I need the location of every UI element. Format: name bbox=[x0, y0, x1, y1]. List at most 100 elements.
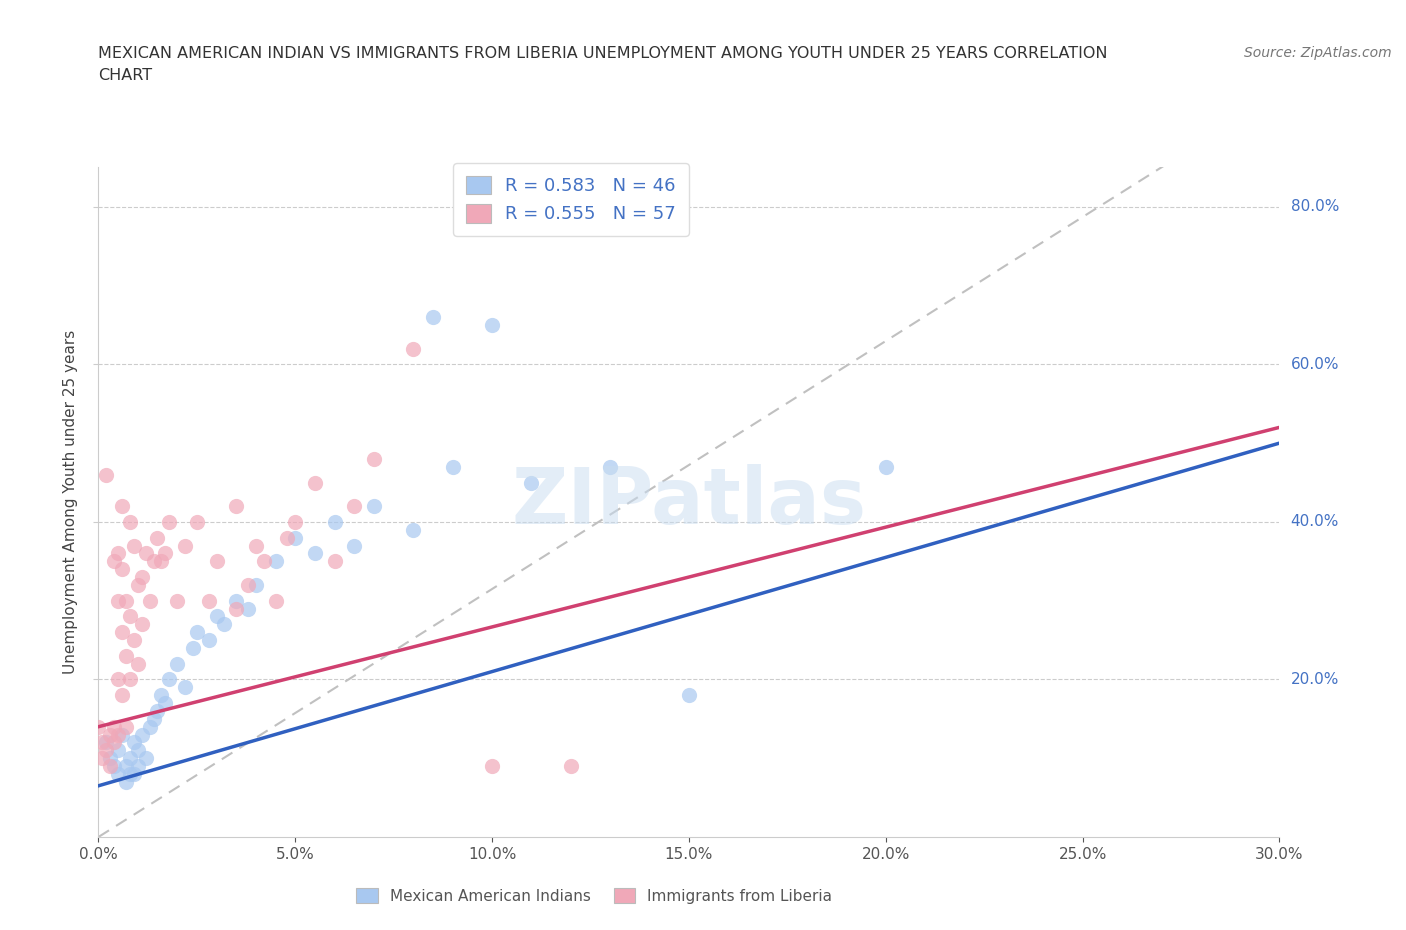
Point bbox=[122, 766, 145, 781]
Point bbox=[118, 609, 141, 624]
Point bbox=[98, 751, 121, 765]
Point bbox=[111, 562, 134, 577]
Point bbox=[245, 538, 267, 553]
Point bbox=[186, 625, 208, 640]
Point bbox=[520, 475, 543, 490]
Point bbox=[98, 727, 121, 742]
Point bbox=[304, 546, 326, 561]
Point bbox=[197, 593, 219, 608]
Text: Source: ZipAtlas.com: Source: ZipAtlas.com bbox=[1244, 46, 1392, 60]
Point bbox=[115, 719, 138, 734]
Point bbox=[441, 459, 464, 474]
Point bbox=[481, 759, 503, 774]
Point bbox=[150, 554, 173, 569]
Point bbox=[225, 601, 247, 616]
Point bbox=[363, 498, 385, 513]
Point bbox=[236, 601, 259, 616]
Point bbox=[87, 719, 110, 734]
Point bbox=[115, 775, 138, 790]
Point bbox=[135, 546, 157, 561]
Point bbox=[96, 735, 118, 750]
Point bbox=[174, 680, 197, 695]
Point bbox=[107, 743, 129, 758]
Point bbox=[107, 672, 129, 687]
Point bbox=[135, 751, 157, 765]
Point bbox=[157, 514, 180, 529]
Point bbox=[599, 459, 621, 474]
Point bbox=[197, 632, 219, 647]
Point bbox=[245, 578, 267, 592]
Point bbox=[214, 617, 236, 631]
Point bbox=[146, 530, 169, 545]
Point bbox=[402, 341, 425, 356]
Point bbox=[225, 498, 247, 513]
Point bbox=[118, 672, 141, 687]
Text: 60.0%: 60.0% bbox=[1291, 357, 1339, 372]
Point bbox=[115, 593, 138, 608]
Point bbox=[166, 593, 188, 608]
Point bbox=[166, 657, 188, 671]
Point bbox=[142, 554, 165, 569]
Point bbox=[127, 578, 149, 592]
Point bbox=[264, 554, 287, 569]
Point bbox=[127, 759, 149, 774]
Text: MEXICAN AMERICAN INDIAN VS IMMIGRANTS FROM LIBERIA UNEMPLOYMENT AMONG YOUTH UNDE: MEXICAN AMERICAN INDIAN VS IMMIGRANTS FR… bbox=[98, 46, 1108, 83]
Point bbox=[107, 766, 129, 781]
Point bbox=[186, 514, 208, 529]
Point bbox=[343, 498, 366, 513]
Point bbox=[678, 688, 700, 703]
Point bbox=[205, 609, 228, 624]
Text: 40.0%: 40.0% bbox=[1291, 514, 1339, 529]
Point bbox=[96, 743, 118, 758]
Point bbox=[131, 727, 153, 742]
Point bbox=[264, 593, 287, 608]
Point bbox=[363, 451, 385, 466]
Point bbox=[122, 735, 145, 750]
Point bbox=[107, 593, 129, 608]
Point bbox=[103, 735, 125, 750]
Point bbox=[155, 546, 177, 561]
Point bbox=[98, 759, 121, 774]
Point bbox=[402, 523, 425, 538]
Point bbox=[118, 751, 141, 765]
Point bbox=[111, 498, 134, 513]
Point bbox=[146, 703, 169, 718]
Point bbox=[304, 475, 326, 490]
Point bbox=[115, 759, 138, 774]
Point bbox=[276, 530, 298, 545]
Point bbox=[138, 719, 160, 734]
Point bbox=[225, 593, 247, 608]
Text: ZIPatlas: ZIPatlas bbox=[512, 464, 866, 540]
Point bbox=[284, 514, 307, 529]
Point bbox=[205, 554, 228, 569]
Point bbox=[91, 751, 114, 765]
Point bbox=[131, 617, 153, 631]
Point bbox=[103, 719, 125, 734]
Point bbox=[253, 554, 276, 569]
Point bbox=[174, 538, 197, 553]
Point bbox=[107, 546, 129, 561]
Point bbox=[111, 688, 134, 703]
Point bbox=[122, 538, 145, 553]
Point bbox=[138, 593, 160, 608]
Point bbox=[131, 569, 153, 584]
Point bbox=[118, 766, 141, 781]
Point bbox=[115, 648, 138, 663]
Point bbox=[103, 759, 125, 774]
Point bbox=[875, 459, 897, 474]
Point bbox=[118, 514, 141, 529]
Point bbox=[107, 727, 129, 742]
Point bbox=[323, 554, 346, 569]
Text: 20.0%: 20.0% bbox=[1291, 672, 1339, 687]
Point bbox=[422, 310, 444, 325]
Point bbox=[127, 743, 149, 758]
Text: 80.0%: 80.0% bbox=[1291, 199, 1339, 214]
Legend: Mexican American Indians, Immigrants from Liberia: Mexican American Indians, Immigrants fro… bbox=[350, 882, 838, 910]
Point bbox=[155, 696, 177, 711]
Point bbox=[157, 672, 180, 687]
Point bbox=[323, 514, 346, 529]
Point bbox=[142, 711, 165, 726]
Point bbox=[91, 735, 114, 750]
Point bbox=[103, 554, 125, 569]
Point bbox=[127, 657, 149, 671]
